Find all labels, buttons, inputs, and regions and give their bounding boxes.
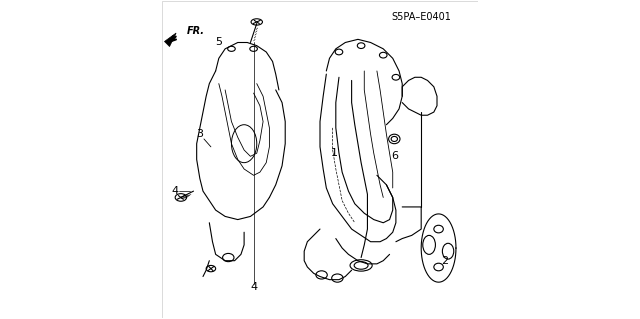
Text: FR.: FR.	[186, 26, 205, 36]
Text: 5: 5	[215, 38, 222, 48]
Text: S5PA–E0401: S5PA–E0401	[391, 12, 451, 22]
Text: 6: 6	[391, 151, 398, 161]
Text: 3: 3	[196, 129, 204, 139]
Text: 4: 4	[171, 186, 178, 196]
Text: 2: 2	[442, 256, 449, 266]
Polygon shape	[164, 33, 176, 47]
Text: 1: 1	[331, 148, 338, 158]
Text: 4: 4	[250, 282, 257, 292]
